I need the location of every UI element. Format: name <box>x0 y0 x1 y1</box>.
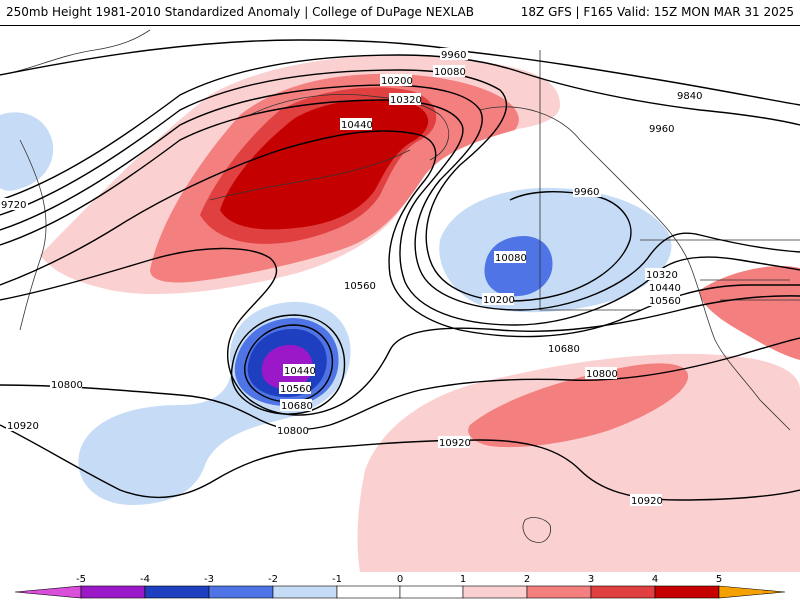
map-title: 250mb Height 1981-2010 Standardized Anom… <box>6 5 474 19</box>
contour-label: 9840 <box>677 91 702 102</box>
contour-label: 9960 <box>441 50 466 61</box>
colorbar-tick: 3 <box>588 574 594 585</box>
contour-label: 10320 <box>390 95 422 106</box>
contour-label: 10800 <box>51 380 83 391</box>
contour-label: 9720 <box>1 200 26 211</box>
neg1-ep-trough <box>439 187 672 313</box>
map-canvas: 9960 10080 10200 10320 10440 9840 9960 9… <box>0 29 800 572</box>
contour-label: 10800 <box>277 426 309 437</box>
pos4-ridge <box>220 99 429 230</box>
contour-label: 10560 <box>280 384 312 395</box>
contour-label: 10440 <box>284 366 316 377</box>
contour-label: 10920 <box>439 438 471 449</box>
contour-label: 10200 <box>381 76 413 87</box>
contour-label: 10680 <box>281 401 313 412</box>
colorbar-tick: -5 <box>76 574 86 585</box>
colorbar-svg: -5 -4 -3 -2 -1 0 1 2 3 4 5 <box>14 574 786 599</box>
coastlines <box>0 29 800 543</box>
colorbar-tick: -4 <box>140 574 150 585</box>
colorbar-bin <box>80 585 146 599</box>
colorbar-tick: -1 <box>332 574 342 585</box>
colorbar-ticks: -5 -4 -3 -2 -1 0 1 2 3 4 5 <box>76 574 722 585</box>
header-bar: 250mb Height 1981-2010 Standardized Anom… <box>0 0 800 26</box>
colorbar-tick: 0 <box>397 574 403 585</box>
contour-label: 10200 <box>483 295 515 306</box>
colorbar-bin <box>462 585 528 599</box>
colorbar-bin <box>336 585 401 599</box>
height-contours <box>0 39 800 501</box>
run-info: 18Z GFS | F165 Valid: 15Z MON MAR 31 202… <box>520 5 794 19</box>
contour-label: 9960 <box>574 187 599 198</box>
contour-label: 10080 <box>495 253 527 264</box>
contour-label: 10800 <box>586 369 618 380</box>
pos2-subtropical <box>468 363 689 448</box>
contour-label: 10920 <box>631 496 663 507</box>
colorbar-bin <box>526 585 592 599</box>
colorbar-tick: 1 <box>460 574 466 585</box>
neg1-west <box>0 112 54 191</box>
contour-label: 10320 <box>646 270 678 281</box>
colorbar-bin <box>399 585 464 599</box>
colorbar-tick: 4 <box>652 574 658 585</box>
colorbar-tick: 2 <box>524 574 530 585</box>
pos2-mexico <box>699 266 800 360</box>
contour-labels: 9960 10080 10200 10320 10440 9840 9960 9… <box>0 48 704 507</box>
colorbar-arrow-right <box>718 585 786 599</box>
map-panel: 9960 10080 10200 10320 10440 9840 9960 9… <box>0 26 800 572</box>
colorbar-bin <box>654 585 720 599</box>
contour-label: 10680 <box>548 344 580 355</box>
contour-label: 10440 <box>341 120 373 131</box>
colorbar-bin <box>590 585 656 599</box>
colorbar-tick: -3 <box>204 574 214 585</box>
colorbar-bin <box>208 585 274 599</box>
colorbar: -5 -4 -3 -2 -1 0 1 2 3 4 5 <box>0 572 800 600</box>
contour-label: 10920 <box>7 421 39 432</box>
pos1-subtropical <box>357 353 800 572</box>
colorbar-tick: -2 <box>268 574 278 585</box>
contour-label: 10440 <box>649 283 681 294</box>
colorbar-bin <box>144 585 210 599</box>
contour-label: 10560 <box>344 281 376 292</box>
contour-label: 9960 <box>649 124 674 135</box>
colorbar-bin <box>272 585 338 599</box>
contour-label: 10080 <box>434 67 466 78</box>
anomaly-shading <box>0 55 800 572</box>
colorbar-arrow-left <box>14 585 82 599</box>
colorbar-tick: 5 <box>716 574 722 585</box>
colorbar-bins <box>14 585 786 599</box>
contour-label: 10560 <box>649 296 681 307</box>
